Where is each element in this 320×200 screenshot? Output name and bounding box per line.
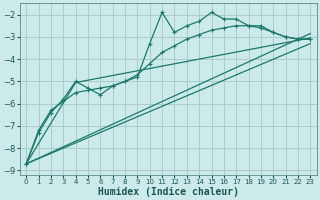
X-axis label: Humidex (Indice chaleur): Humidex (Indice chaleur) (98, 186, 239, 197)
